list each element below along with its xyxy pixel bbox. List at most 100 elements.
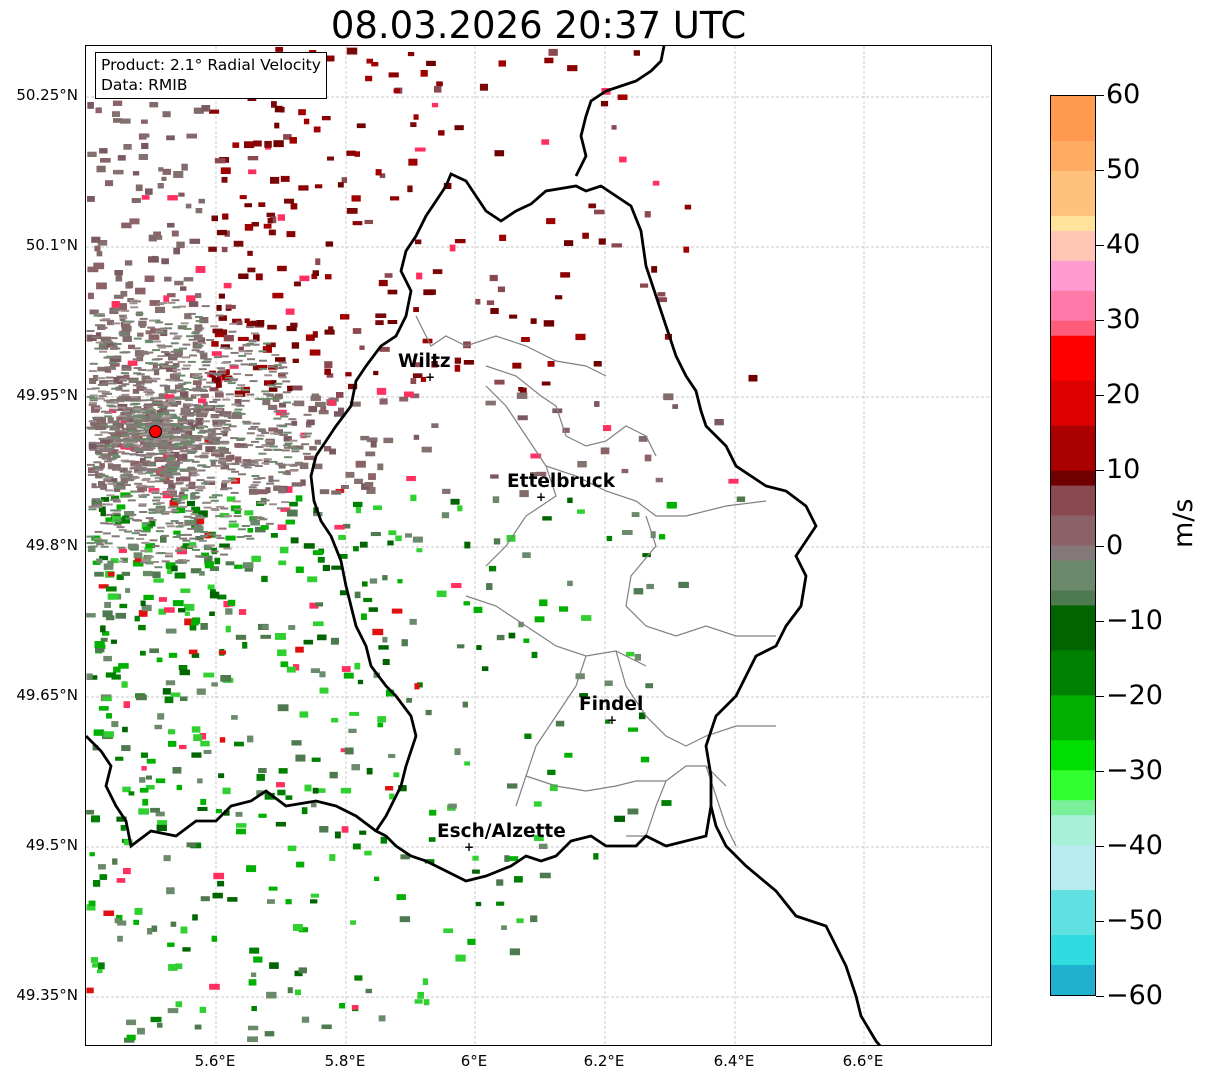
velocity-pixel [388, 72, 399, 78]
velocity-pixel [160, 492, 169, 495]
velocity-pixel [109, 337, 118, 340]
lat-label: 49.95°N [16, 386, 78, 404]
velocity-pixel [359, 830, 367, 835]
velocity-pixel [239, 195, 247, 200]
colorbar-band [1051, 935, 1095, 951]
velocity-pixel [519, 387, 527, 394]
velocity-pixel [182, 356, 190, 359]
velocity-pixel [266, 991, 277, 999]
velocity-pixel [155, 508, 164, 511]
velocity-pixel [275, 462, 283, 465]
borders [86, 46, 882, 1045]
velocity-pixel [198, 342, 206, 345]
velocity-pixel [577, 461, 587, 468]
colorbar-band [1051, 845, 1095, 861]
velocity-pixel [472, 869, 480, 874]
velocity-pixel [541, 139, 550, 145]
velocity-pixel [171, 397, 180, 400]
velocity-pixel [137, 411, 145, 414]
velocity-pixel [150, 474, 158, 477]
velocity-pixel [175, 439, 184, 442]
velocity-pixel [92, 505, 101, 507]
velocity-pixel [375, 169, 382, 176]
velocity-pixel [264, 458, 272, 461]
velocity-pixel [549, 784, 558, 792]
velocity-pixel [171, 390, 179, 393]
velocity-pixel [132, 407, 141, 410]
velocity-pixel [195, 489, 204, 492]
velocity-pixel [132, 347, 141, 350]
velocity-pixel [173, 530, 181, 535]
velocity-pixel [90, 406, 99, 413]
velocity-pixel [234, 408, 243, 411]
velocity-pixel [210, 325, 219, 328]
velocity-pixel [173, 348, 182, 351]
velocity-pixel [167, 567, 173, 575]
velocity-pixel [129, 403, 138, 406]
velocity-pixel [165, 361, 173, 364]
velocity-pixel [244, 565, 253, 572]
velocity-pixel [399, 396, 409, 402]
velocity-pixel [155, 458, 164, 460]
velocity-pixel [492, 496, 500, 503]
velocity-pixel [212, 398, 221, 401]
velocity-pixel [117, 920, 127, 926]
velocity-pixel [267, 217, 273, 224]
velocity-pixel [315, 401, 326, 408]
velocity-pixel [278, 463, 286, 469]
velocity-pixel [137, 332, 144, 337]
velocity-pixel [277, 789, 286, 796]
country-border-luxembourg [309, 172, 818, 883]
velocity-pixel [100, 454, 109, 457]
velocity-pixel [100, 410, 109, 413]
velocity-pixel [305, 334, 315, 341]
velocity-pixel [192, 394, 201, 396]
velocity-pixel [300, 479, 306, 486]
velocity-pixel [119, 314, 127, 317]
velocity-pixel [195, 536, 204, 541]
velocity-pixel [517, 415, 528, 421]
velocity-pixel [137, 484, 146, 487]
velocity-pixel [121, 434, 130, 437]
velocity-pixel [149, 445, 158, 448]
velocity-pixel [112, 858, 118, 865]
velocity-pixel [258, 350, 267, 353]
velocity-pixel [237, 437, 246, 440]
velocity-pixel [187, 312, 196, 315]
velocity-pixel [431, 423, 439, 428]
velocity-pixel [253, 956, 263, 963]
velocity-pixel [231, 470, 240, 473]
velocity-pixel [230, 505, 241, 512]
velocity-pixel [234, 399, 242, 406]
velocity-pixel [227, 382, 236, 385]
velocity-pixel [146, 399, 155, 402]
velocity-pixel [283, 401, 292, 404]
velocity-pixel [107, 449, 119, 456]
velocity-pixel [627, 727, 639, 732]
velocity-pixel [247, 1036, 259, 1043]
velocity-pixel [184, 317, 193, 320]
velocity-pixel [486, 300, 495, 306]
velocity-pixel [501, 925, 507, 930]
velocity-pixel [170, 473, 179, 476]
velocity-pixel [285, 519, 295, 525]
velocity-pixel [611, 125, 617, 130]
velocity-pixel [180, 588, 191, 593]
velocity-pixel [201, 406, 209, 412]
velocity-pixel [560, 272, 571, 278]
velocity-pixel [113, 169, 124, 175]
colorbar-band [1051, 485, 1095, 502]
velocity-pixel [94, 486, 103, 489]
velocity-pixel [140, 549, 149, 552]
velocity-pixel [111, 427, 120, 430]
velocity-pixel [132, 358, 141, 361]
velocity-pixel [110, 409, 119, 412]
velocity-pixel [98, 481, 106, 487]
velocity-pixel [117, 155, 126, 161]
velocity-pixel [200, 896, 210, 902]
velocity-pixel [104, 503, 113, 506]
velocity-pixel [121, 393, 130, 396]
velocity-pixel [232, 412, 243, 419]
velocity-pixel [153, 397, 162, 400]
velocity-pixel [209, 611, 215, 617]
